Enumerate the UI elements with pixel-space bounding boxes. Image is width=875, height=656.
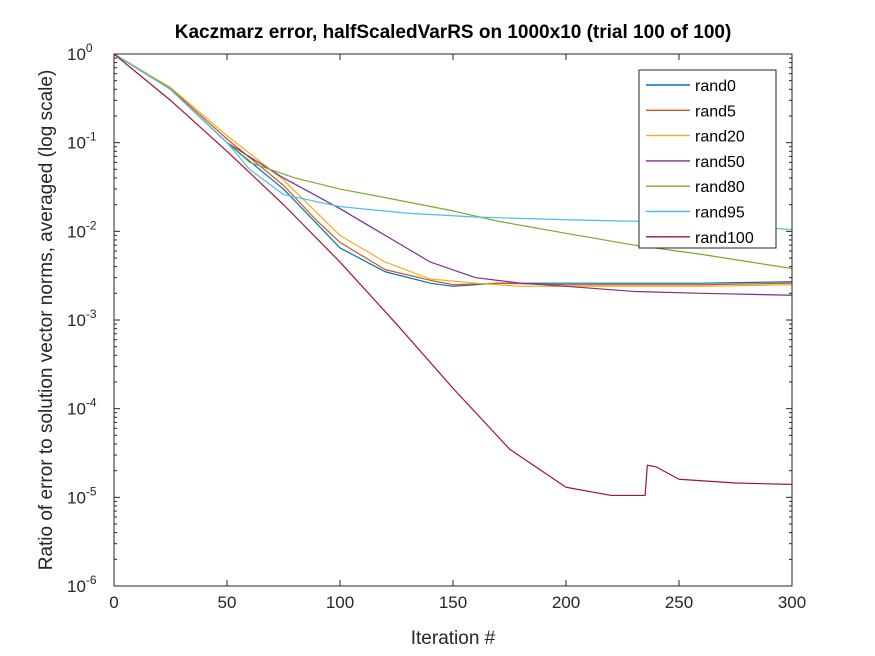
y-tick-label: 10-2: [67, 218, 97, 241]
y-tick-label: 10-3: [67, 307, 97, 330]
legend-label: rand50: [695, 154, 745, 171]
x-tick-label: 50: [218, 593, 237, 612]
x-tick-label: 0: [109, 593, 118, 612]
x-tick-label: 300: [778, 593, 806, 612]
chart-title: Kaczmarz error, halfScaledVarRS on 1000x…: [175, 22, 732, 43]
x-axis-ticks: 0 50 100 150 200 250 300: [109, 54, 806, 612]
legend-label: rand0: [695, 78, 736, 95]
x-axis-label: Iteration #: [411, 628, 496, 649]
x-tick-label: 150: [439, 593, 467, 612]
legend-label: rand80: [695, 179, 745, 196]
y-axis-label: Ratio of error to solution vector norms,…: [36, 70, 57, 571]
y-tick-label: 100: [67, 41, 93, 64]
series-line-rand5: [113, 53, 793, 286]
legend-label: rand100: [695, 230, 754, 247]
legend-label: rand95: [695, 205, 745, 222]
y-tick-label: 10-6: [67, 573, 97, 596]
x-tick-label: 250: [665, 593, 693, 612]
y-tick-label: 10-1: [67, 130, 97, 153]
y-tick-label: 10-5: [67, 484, 97, 507]
legend: rand0 rand5 rand20 rand50 rand80 rand95 rand10…: [638, 69, 777, 249]
legend-label: rand20: [695, 129, 745, 146]
y-axis-ticks: 10-6 10-5 10-4 10-3 10-2 10-1 100: [67, 41, 792, 596]
legend-box: [638, 69, 777, 249]
legend-label: rand5: [695, 103, 736, 120]
series-line-rand20: [113, 53, 793, 287]
x-tick-label: 100: [326, 593, 354, 612]
y-tick-label: 10-4: [67, 396, 97, 419]
x-tick-label: 200: [552, 593, 580, 612]
series-line-rand100: [113, 53, 793, 497]
